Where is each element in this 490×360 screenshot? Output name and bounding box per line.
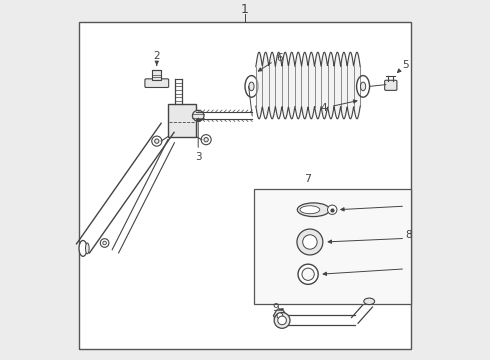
FancyBboxPatch shape bbox=[145, 79, 169, 87]
Text: 8: 8 bbox=[406, 230, 412, 240]
Circle shape bbox=[155, 139, 159, 143]
Ellipse shape bbox=[300, 206, 320, 214]
Circle shape bbox=[103, 241, 106, 245]
Bar bbox=[254, 189, 411, 304]
Circle shape bbox=[204, 138, 208, 142]
Circle shape bbox=[100, 239, 109, 247]
Circle shape bbox=[297, 229, 323, 255]
Ellipse shape bbox=[249, 82, 254, 91]
Ellipse shape bbox=[245, 76, 258, 97]
Text: 4: 4 bbox=[321, 103, 327, 113]
Text: 6: 6 bbox=[276, 53, 283, 63]
Circle shape bbox=[278, 316, 286, 325]
Ellipse shape bbox=[297, 203, 330, 217]
Circle shape bbox=[302, 268, 314, 280]
Ellipse shape bbox=[357, 76, 369, 97]
Text: 1: 1 bbox=[241, 3, 249, 15]
Circle shape bbox=[298, 264, 318, 284]
Text: 7: 7 bbox=[304, 174, 312, 184]
Bar bbox=[168, 104, 196, 137]
Ellipse shape bbox=[361, 82, 366, 91]
Ellipse shape bbox=[79, 240, 87, 256]
Bar bbox=[152, 70, 161, 80]
Circle shape bbox=[201, 135, 211, 145]
Ellipse shape bbox=[86, 243, 89, 254]
Ellipse shape bbox=[193, 111, 204, 121]
Circle shape bbox=[274, 312, 290, 328]
Text: 3: 3 bbox=[195, 152, 201, 162]
Text: 5: 5 bbox=[402, 60, 409, 70]
Circle shape bbox=[303, 235, 317, 249]
FancyBboxPatch shape bbox=[385, 80, 397, 90]
Circle shape bbox=[327, 205, 337, 215]
Circle shape bbox=[152, 136, 162, 146]
Text: 2: 2 bbox=[153, 51, 160, 61]
Text: 9: 9 bbox=[272, 303, 279, 313]
Circle shape bbox=[277, 313, 283, 319]
Ellipse shape bbox=[364, 298, 374, 305]
